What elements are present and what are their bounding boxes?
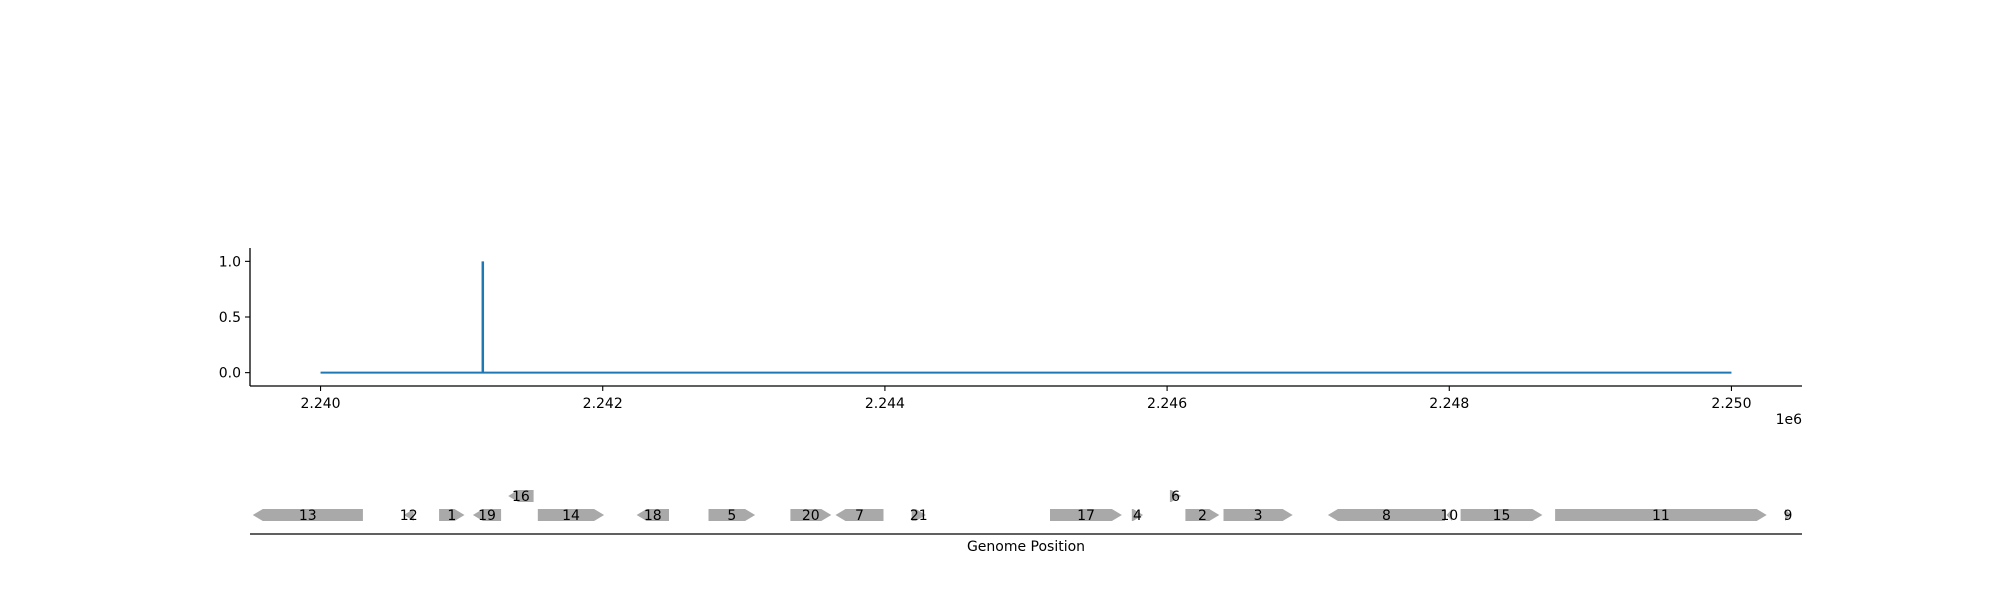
gene-label: 19 xyxy=(478,508,496,524)
gene-label: 13 xyxy=(299,508,317,524)
gene-arrow-7 xyxy=(835,509,884,521)
gene-label: 21 xyxy=(910,508,928,524)
gene-label: 1 xyxy=(447,508,456,524)
gene-label: 5 xyxy=(727,508,736,524)
gene-arrow-8 xyxy=(1327,509,1445,521)
track-xlabel: Genome Position xyxy=(967,539,1085,555)
gene-label: 18 xyxy=(644,508,662,524)
x-tick-label: 2.246 xyxy=(1147,396,1187,412)
gene-arrow-15 xyxy=(1460,509,1543,521)
gene-label: 12 xyxy=(400,508,418,524)
coverage-plot: 0.0 0.5 1.0 2.240 2.242 2.244 2.246 2.248 2.250… xyxy=(219,248,1802,428)
gene-label: 11 xyxy=(1652,508,1670,524)
y-tick-label: 0.5 xyxy=(219,310,241,326)
gene-arrow-11 xyxy=(1555,509,1767,521)
y-tick-label: 0.0 xyxy=(219,366,241,382)
gene-label: 7 xyxy=(855,508,864,524)
gene-arrow-21 xyxy=(911,509,926,521)
gene-label: 20 xyxy=(802,508,820,524)
gene-arrow-20 xyxy=(790,509,832,521)
gene-arrow-17 xyxy=(1050,509,1122,521)
gene-label: 8 xyxy=(1382,508,1391,524)
gene-arrow-5 xyxy=(708,509,756,521)
gene-arrow-10 xyxy=(1446,509,1453,521)
gene-arrow-18 xyxy=(636,509,669,521)
gene-label: 15 xyxy=(1493,508,1511,524)
gene-arrow-13 xyxy=(252,509,363,521)
x-ticks: 2.240 2.242 2.244 2.246 2.248 2.250 xyxy=(300,386,1752,412)
x-tick-label: 2.248 xyxy=(1429,396,1469,412)
x-offset-label: 1e6 xyxy=(1776,412,1803,428)
gene-arrow-2 xyxy=(1185,509,1220,521)
x-tick-label: 2.250 xyxy=(1711,396,1751,412)
gene-arrow-4 xyxy=(1131,509,1144,521)
gene-label: 6 xyxy=(1171,489,1180,505)
gene-arrow-16 xyxy=(508,490,534,502)
gene-label: 3 xyxy=(1254,508,1263,524)
gene-label: 14 xyxy=(562,508,580,524)
gene-label: 9 xyxy=(1783,508,1792,524)
gene-arrow-19 xyxy=(472,509,502,521)
x-tick-label: 2.240 xyxy=(300,396,340,412)
gene-label: 16 xyxy=(512,489,530,505)
gene-arrow-6 xyxy=(1169,490,1182,502)
y-tick-label: 1.0 xyxy=(219,254,241,270)
gene-label: 2 xyxy=(1198,508,1207,524)
gene-label: 17 xyxy=(1077,508,1095,524)
gene-arrow-12 xyxy=(403,509,414,521)
gene-arrow-9 xyxy=(1785,509,1791,521)
gene-label: 10 xyxy=(1440,508,1458,524)
gene-label: 4 xyxy=(1133,508,1142,524)
x-tick-label: 2.242 xyxy=(583,396,623,412)
y-ticks: 0.0 0.5 1.0 xyxy=(219,254,250,382)
gene-arrow-14 xyxy=(537,509,605,521)
gene-arrow-3 xyxy=(1223,509,1293,521)
coverage-series xyxy=(320,261,1732,374)
x-tick-label: 2.244 xyxy=(865,396,905,412)
gene-arrow-1 xyxy=(439,509,465,521)
